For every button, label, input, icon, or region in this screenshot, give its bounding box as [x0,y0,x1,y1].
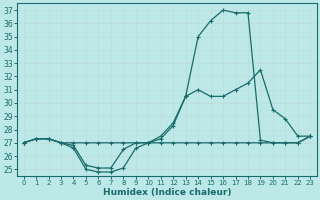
X-axis label: Humidex (Indice chaleur): Humidex (Indice chaleur) [103,188,231,197]
